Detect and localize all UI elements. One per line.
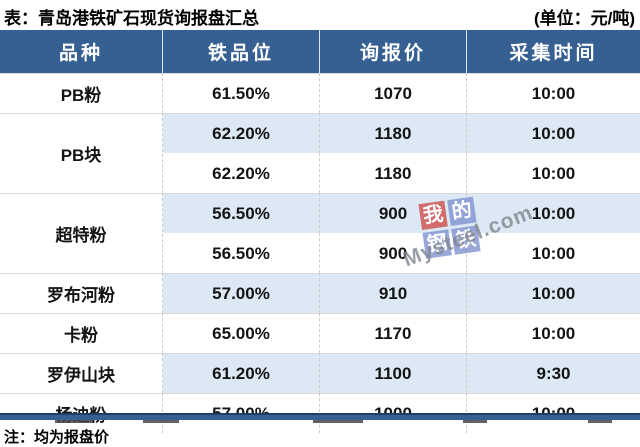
clipped-row-remnant — [313, 420, 363, 423]
time-cell: 9:30 — [467, 353, 640, 393]
price-cell: 1180 — [320, 153, 467, 193]
table-row: 罗伊山块 61.20% 1100 9:30 — [0, 353, 640, 393]
table-bottom-bar — [0, 413, 640, 420]
grade-cell: 61.20% — [163, 353, 320, 393]
price-cell: 1170 — [320, 313, 467, 353]
variety-cell: PB粉 — [0, 73, 163, 113]
grade-cell: 57.00% — [163, 273, 320, 313]
col-header-variety: 品种 — [0, 30, 163, 73]
time-cell: 10:00 — [467, 153, 640, 193]
title-bar: 表：青岛港铁矿石现货询报盘汇总 (单位：元/吨) — [0, 0, 640, 30]
table-row: 卡粉 65.00% 1170 10:00 — [0, 313, 640, 353]
time-cell: 10:00 — [467, 193, 640, 233]
time-cell: 10:00 — [467, 233, 640, 273]
price-cell: 1180 — [320, 113, 467, 153]
grade-cell: 65.00% — [163, 313, 320, 353]
price-cell: 900 — [320, 233, 467, 273]
col-header-time: 采集时间 — [467, 30, 640, 73]
grade-cell: 62.20% — [163, 113, 320, 153]
price-cell: 1070 — [320, 73, 467, 113]
variety-cell: 卡粉 — [0, 313, 163, 353]
price-cell: 910 — [320, 273, 467, 313]
footnote: 注：均为报盘价 — [4, 429, 110, 446]
page-title: 表：青岛港铁矿石现货询报盘汇总 — [4, 8, 259, 28]
price-cell: 1100 — [320, 353, 467, 393]
clipped-row-remnant — [588, 420, 612, 423]
table-row: 62.20% 1180 10:00 — [0, 153, 640, 193]
time-cell: 10:00 — [467, 273, 640, 313]
table-header-row: 品种 铁品位 询报价 采集时间 — [0, 30, 640, 73]
grade-cell: 61.50% — [163, 73, 320, 113]
time-cell: 10:00 — [467, 313, 640, 353]
grade-cell: 56.50% — [163, 193, 320, 233]
table-row: PB粉 61.50% 1070 10:00 — [0, 73, 640, 113]
table-row: PB块 62.20% 1180 10:00 — [0, 113, 640, 193]
price-cell: 900 — [320, 193, 467, 233]
grade-cell: 62.20% — [163, 153, 320, 193]
variety-cell: 罗布河粉 — [0, 273, 163, 313]
clipped-row-remnant — [463, 420, 487, 423]
grade-cell: 56.50% — [163, 233, 320, 273]
time-cell: 10:00 — [467, 73, 640, 113]
price-table: 品种 铁品位 询报价 采集时间 PB粉 61.50% 1070 10:00 PB… — [0, 30, 640, 433]
time-cell: 10:00 — [467, 113, 640, 153]
clipped-row-remnant — [55, 420, 93, 423]
variety-cell: 超特粉 — [0, 193, 163, 273]
clipped-row-remnant — [143, 420, 179, 423]
unit-label: (单位：元/吨) — [533, 8, 635, 28]
table-row: 罗布河粉 57.00% 910 10:00 — [0, 273, 640, 313]
variety-cell: PB块 — [0, 113, 163, 193]
table-row: 超特粉 56.50% 900 10:00 — [0, 193, 640, 273]
col-header-price: 询报价 — [320, 30, 467, 73]
variety-cell: 罗伊山块 — [0, 353, 163, 393]
col-header-grade: 铁品位 — [163, 30, 320, 73]
